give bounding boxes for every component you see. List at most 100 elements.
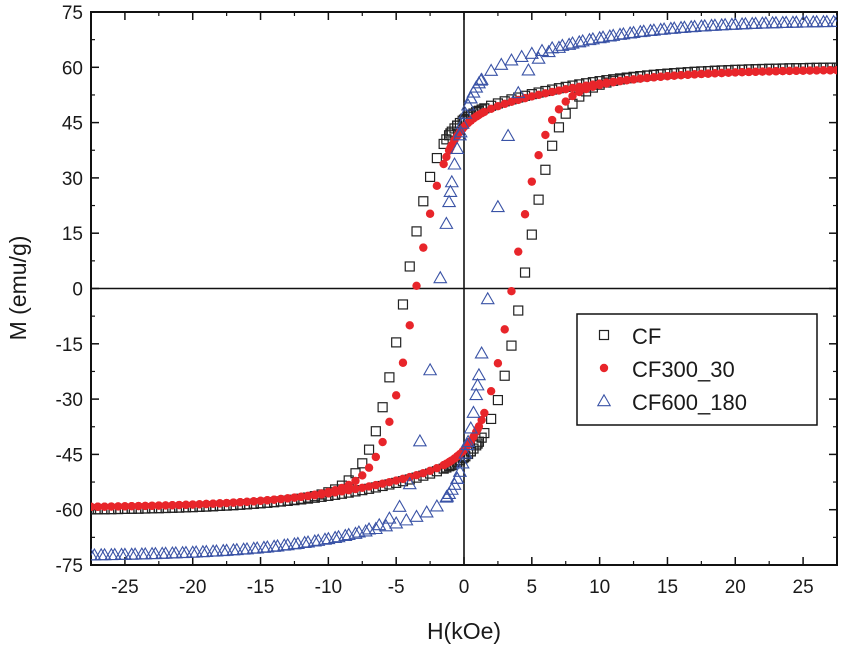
data-point — [398, 474, 408, 484]
data-point — [643, 23, 658, 36]
data-point — [195, 544, 211, 558]
data-point — [480, 408, 489, 418]
data-point — [775, 15, 790, 29]
data-point — [444, 174, 459, 188]
data-point — [493, 101, 503, 111]
data-point — [249, 497, 258, 506]
data-point — [534, 90, 543, 100]
data-point — [771, 67, 781, 76]
data-point — [703, 69, 713, 78]
data-point — [168, 501, 177, 510]
data-point — [351, 476, 360, 486]
data-point — [826, 14, 837, 27]
data-point — [649, 73, 659, 82]
data-point — [474, 72, 489, 85]
data-point — [463, 420, 478, 434]
data-point — [391, 476, 401, 485]
data-point — [798, 66, 808, 75]
data-point — [208, 499, 218, 508]
y-tick-label: -45 — [56, 445, 83, 466]
data-point — [642, 73, 652, 83]
x-axis-title: H(kOe) — [427, 618, 501, 644]
axis-ticks — [90, 11, 838, 566]
y-tick-label: 45 — [62, 114, 83, 135]
data-point — [378, 437, 387, 447]
data-point — [266, 539, 282, 552]
data-point — [147, 501, 157, 510]
data-point — [477, 109, 486, 118]
data-point — [717, 68, 726, 78]
data-point — [471, 367, 487, 381]
data-point — [612, 27, 628, 40]
data-point — [704, 18, 719, 31]
data-point — [458, 446, 473, 459]
data-point — [229, 498, 238, 507]
data-point — [378, 518, 394, 532]
data-point — [399, 512, 414, 526]
data-point — [276, 494, 286, 504]
x-tick-label: -10 — [315, 577, 342, 598]
data-point — [310, 491, 319, 500]
data-point — [154, 501, 164, 510]
data-point — [269, 495, 279, 504]
data-point — [663, 21, 678, 34]
data-point — [524, 46, 539, 59]
data-point — [425, 209, 435, 218]
data-point — [500, 99, 509, 109]
data-point — [656, 72, 665, 81]
data-point — [744, 67, 754, 77]
data-point — [205, 544, 221, 557]
y-tick-label: -30 — [56, 390, 83, 411]
data-point — [372, 517, 387, 531]
data-point — [297, 535, 312, 549]
y-tick-label: 60 — [62, 58, 83, 79]
data-point — [185, 545, 200, 558]
data-point — [471, 75, 487, 89]
data-point — [453, 124, 468, 138]
data-point — [554, 86, 564, 95]
data-point — [816, 14, 831, 28]
data-point — [439, 490, 454, 503]
data-point — [202, 499, 211, 509]
data-point — [494, 57, 509, 70]
data-point — [405, 321, 414, 330]
data-point — [358, 471, 367, 480]
data-point — [758, 67, 767, 76]
data-point — [358, 483, 367, 492]
data-point — [765, 15, 780, 29]
data-point — [474, 422, 484, 431]
data-point — [391, 337, 402, 348]
data-point — [236, 542, 251, 555]
data-point — [371, 480, 381, 490]
data-point — [684, 19, 699, 33]
data-point — [371, 452, 381, 462]
data-point — [697, 69, 706, 79]
y-tick-label: -60 — [56, 501, 83, 522]
data-point — [541, 89, 550, 98]
data-point — [330, 488, 340, 497]
data-point — [755, 16, 770, 29]
data-point — [161, 501, 170, 510]
data-point — [663, 72, 672, 81]
legend: CF CF300_30 CF600_180 — [576, 313, 818, 426]
data-point — [317, 490, 326, 499]
data-point — [411, 226, 422, 237]
data-point — [419, 468, 428, 478]
data-point — [357, 458, 368, 469]
data-point — [514, 247, 523, 256]
data-point — [222, 498, 231, 508]
data-point — [595, 80, 604, 90]
x-tick-label: -25 — [111, 577, 138, 598]
data-point — [521, 63, 536, 76]
x-tick-label: 5 — [527, 577, 538, 598]
data-point — [113, 502, 123, 511]
data-point — [144, 546, 160, 560]
data-point — [370, 426, 381, 437]
data-point — [724, 17, 740, 30]
data-point — [581, 84, 591, 94]
data-point — [819, 66, 828, 75]
data-point — [492, 394, 504, 406]
data-point — [673, 20, 689, 34]
data-point — [363, 444, 375, 455]
